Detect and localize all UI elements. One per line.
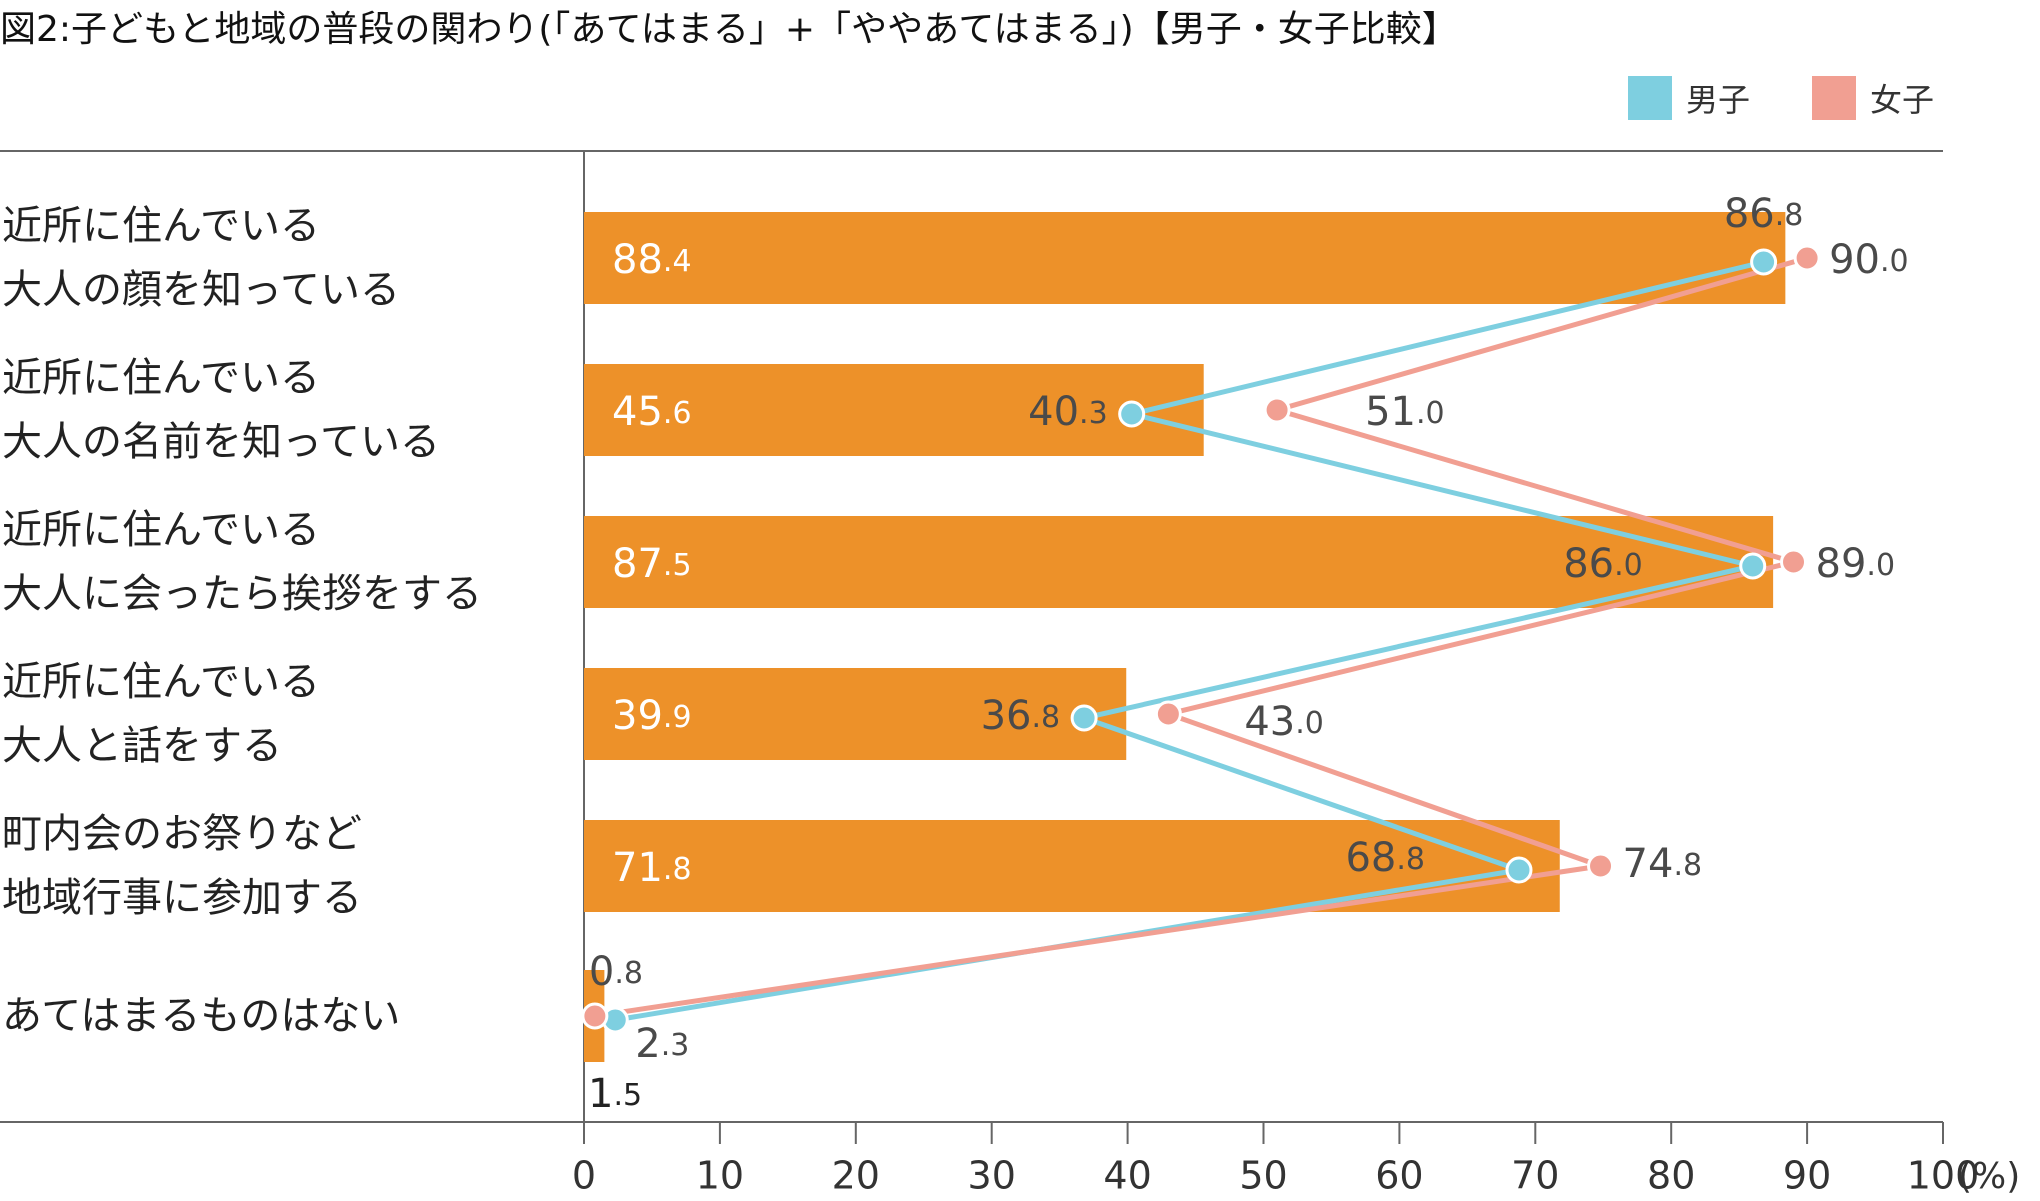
girls-value-label-0: 90.0 (1829, 237, 1909, 283)
legend-swatch-boys (1628, 76, 1672, 120)
bar-value-label-0: 88.4 (612, 237, 692, 283)
girls-value-label-5: 0.8 (589, 949, 643, 995)
bar-total-2 (584, 516, 1774, 608)
point-girls-3 (1154, 700, 1182, 728)
category-label-line: 町内会のお祭りなど (2, 811, 362, 857)
category-label-1: 近所に住んでいる大人の名前を知っている (2, 346, 440, 474)
category-label-line: 大人と話をする (2, 723, 282, 769)
x-tick-label-30: 30 (968, 1154, 1016, 1198)
bar-total-0 (584, 212, 1786, 304)
point-girls-4 (1587, 852, 1615, 880)
x-tick-label-60: 60 (1375, 1154, 1423, 1198)
point-boys-3 (1070, 704, 1098, 732)
boys-value-label-0: 86.8 (1724, 191, 1804, 237)
category-label-2: 近所に住んでいる大人に会ったら挨拶をする (2, 498, 482, 626)
point-boys-1 (1118, 400, 1146, 428)
category-label-line: 大人に会ったら挨拶をする (2, 571, 482, 617)
boys-value-label-4: 68.8 (1345, 835, 1425, 881)
category-label-line: 地域行事に参加する (2, 875, 362, 921)
point-boys-2 (1739, 552, 1767, 580)
category-label-line: 大人の名前を知っている (2, 419, 440, 465)
legend-swatch-girls (1812, 76, 1856, 120)
girls-value-label-3: 43.0 (1244, 699, 1324, 745)
bar-total-1 (584, 364, 1204, 456)
point-boys-4 (1505, 856, 1533, 884)
girls-value-label-1: 51.0 (1365, 389, 1445, 435)
x-tick-label-40: 40 (1103, 1154, 1151, 1198)
x-tick-label-100: 100 (1907, 1154, 1980, 1198)
x-tick-label-90: 90 (1783, 1154, 1831, 1198)
category-label-4: 町内会のお祭りなど 地域行事に参加する (2, 802, 362, 930)
category-label-line: 近所に住んでいる (2, 203, 320, 249)
series-line-girls (594, 255, 1808, 1019)
category-label-line: 近所に住んでいる (2, 507, 320, 553)
bar-value-label-1: 45.6 (612, 389, 692, 435)
legend-item-girls: 女子 (1812, 76, 1934, 120)
legend-label-boys: 男子 (1686, 81, 1751, 119)
bar-value-label-4: 71.8 (612, 845, 692, 891)
point-girls-1 (1263, 396, 1291, 424)
boys-value-label-2: 86.0 (1563, 541, 1643, 587)
x-tick-label-80: 80 (1647, 1154, 1695, 1198)
bar-value-label-2: 87.5 (612, 541, 692, 587)
category-label-line: 近所に住んでいる (2, 659, 320, 705)
category-label-5: あてはまるものはない (2, 984, 400, 1048)
category-label-line: 近所に住んでいる (2, 355, 320, 401)
chart-title: 図2:子どもと地域の普段の関わり(「あてはまる」+「ややあてはまる」)【男子・女… (0, 9, 1458, 50)
bar-value-label-3: 39.9 (612, 693, 692, 739)
x-tick-label-0: 0 (572, 1154, 596, 1198)
point-boys-0 (1750, 248, 1778, 276)
point-girls-0 (1793, 244, 1821, 272)
bar-total-3 (584, 668, 1127, 760)
category-label-3: 近所に住んでいる 大人と話をする (2, 650, 320, 778)
point-girls-2 (1780, 548, 1808, 576)
girls-value-label-4: 74.8 (1623, 841, 1703, 887)
x-tick-label-50: 50 (1239, 1154, 1287, 1198)
boys-value-label-3: 36.8 (981, 693, 1061, 739)
x-tick-label-10: 10 (696, 1154, 744, 1198)
girls-value-label-2: 89.0 (1816, 541, 1896, 587)
point-girls-5 (581, 1002, 609, 1030)
category-label-line: 大人の顔を知っている (2, 267, 400, 313)
x-tick-label-70: 70 (1511, 1154, 1559, 1198)
boys-value-label-1: 40.3 (1028, 389, 1108, 435)
legend-item-boys: 男子 (1628, 76, 1750, 120)
bar-value-label-5: 1.5 (588, 1071, 642, 1117)
category-label-0: 近所に住んでいる大人の顔を知っている (2, 194, 400, 322)
x-tick-label-20: 20 (832, 1154, 880, 1198)
boys-value-label-5: 2.3 (635, 1021, 689, 1067)
series-line-boys (614, 259, 1765, 1023)
category-label-line: あてはまるものはない (2, 993, 401, 1039)
x-unit-label: (%) (1958, 1156, 2020, 1197)
legend-label-girls: 女子 (1870, 81, 1935, 119)
